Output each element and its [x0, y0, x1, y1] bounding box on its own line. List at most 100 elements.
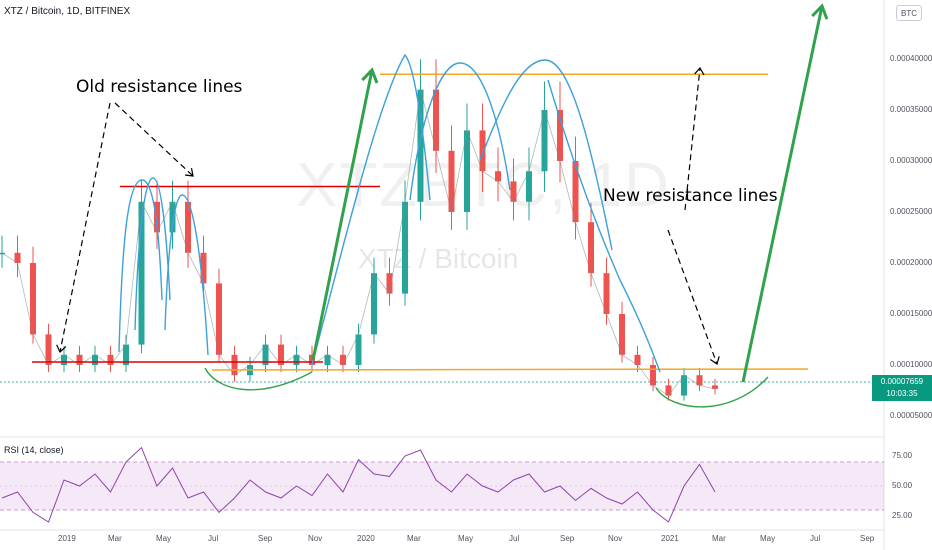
- price-candle: [262, 344, 269, 365]
- price-candle: [278, 344, 284, 365]
- price-tick-label: 0.00030000: [890, 156, 932, 165]
- support-bowl: [655, 376, 769, 408]
- price-candle: [557, 110, 563, 161]
- price-candle: [107, 354, 114, 365]
- chart-title: XTZ / Bitcoin, 1D, BITFINEX: [4, 6, 131, 17]
- annotation-arrow-head: [694, 66, 705, 76]
- price-candle: [665, 385, 672, 396]
- price-candle: [92, 354, 98, 365]
- price-candle: [185, 201, 191, 253]
- annotation-arrow-head: [710, 356, 720, 365]
- current-price: 0.00007659: [880, 377, 924, 386]
- price-candle: [371, 273, 377, 335]
- rsi-tick-label: 75.00: [892, 451, 913, 460]
- pattern-arc: [311, 53, 431, 366]
- pattern-arc: [409, 62, 511, 201]
- price-tick-label: 0.00025000: [890, 207, 932, 216]
- time-tick-label: Nov: [308, 534, 323, 543]
- price-tick-label: 0.00020000: [890, 258, 932, 267]
- time-tick-label: Jul: [810, 534, 821, 543]
- time-tick-label: Sep: [860, 534, 875, 543]
- price-candle: [293, 354, 300, 365]
- price-tick-label: 0.00040000: [890, 54, 932, 63]
- breakout-arrow-head: [361, 67, 379, 84]
- price-candle: [216, 283, 222, 355]
- price-candle: [402, 201, 408, 294]
- price-candle: [572, 161, 579, 223]
- price-candle: [324, 354, 331, 365]
- price-tick-label: 0.00010000: [890, 360, 932, 369]
- price-candle: [495, 171, 501, 182]
- price-candle: [712, 385, 718, 389]
- target-arrow-head: [811, 3, 829, 20]
- price-candle: [231, 354, 238, 376]
- annotation-arrow: [667, 229, 718, 365]
- annotation-arrow: [59, 102, 111, 353]
- price-candle: [696, 375, 703, 386]
- time-tick-label: Jul: [509, 534, 520, 543]
- price-candle: [588, 222, 594, 274]
- price-candle: [650, 365, 656, 386]
- price-candle: [448, 150, 455, 212]
- time-tick-label: 2019: [58, 534, 76, 543]
- time-tick-label: May: [458, 534, 474, 543]
- price-tick-label: 0.00035000: [890, 105, 932, 114]
- price-candle: [200, 252, 207, 284]
- price-candle: [169, 201, 176, 233]
- time-tick-label: Mar: [407, 534, 421, 543]
- time-tick-label: May: [760, 534, 776, 543]
- price-candle: [479, 130, 486, 172]
- price-candle: [541, 110, 548, 172]
- price-candle: [681, 375, 687, 396]
- price-candle: [417, 89, 424, 202]
- price-tick-label: 0.00005000: [890, 411, 932, 420]
- price-candle: [619, 314, 625, 355]
- pattern-arc: [118, 179, 163, 353]
- breakout-arrow: [311, 69, 374, 361]
- price-candle: [510, 181, 517, 202]
- target-arrow: [741, 5, 824, 383]
- watermark-description: XTZ / Bitcoin: [358, 243, 519, 274]
- old-resistance-annotation: Old resistance lines: [76, 77, 243, 97]
- price-candle: [340, 354, 346, 365]
- time-tick-label: Sep: [560, 534, 575, 543]
- price-candle: [464, 130, 470, 212]
- price-candle: [309, 354, 315, 365]
- time-tick-label: 2021: [661, 534, 679, 543]
- annotation-arrow-head: [184, 168, 194, 177]
- currency-badge[interactable]: BTC: [896, 5, 922, 21]
- rsi-tick-label: 25.00: [892, 511, 913, 520]
- annotation-arrow-head: [56, 344, 67, 354]
- price-candle: [30, 263, 36, 335]
- pattern-arc: [134, 177, 171, 331]
- time-tick-label: Mar: [108, 534, 122, 543]
- price-candle: [526, 171, 532, 202]
- price-candle: [138, 201, 145, 345]
- price-candle: [603, 273, 610, 314]
- price-series-line: [1, 89, 716, 397]
- rsi-line: [1, 446, 716, 523]
- annotation-arrow: [684, 67, 701, 211]
- pattern-arc: [547, 79, 661, 373]
- current-price-tag: 0.00007659 10:03:35: [872, 375, 932, 401]
- time-tick-label: May: [156, 534, 172, 543]
- price-candle: [76, 354, 83, 365]
- price-candle: [355, 334, 362, 365]
- price-candle: [433, 89, 439, 151]
- price-candle: [634, 354, 641, 365]
- new-resistance-annotation: New resistance lines: [603, 186, 778, 206]
- price-candle: [61, 354, 67, 365]
- annotation-arrow: [114, 102, 194, 177]
- rsi-tick-label: 50.00: [892, 481, 913, 490]
- price-tick-label: 0.00015000: [890, 309, 932, 318]
- time-tick-label: Jul: [208, 534, 219, 543]
- price-candle: [45, 334, 52, 365]
- bar-countdown: 10:03:35: [886, 389, 918, 398]
- time-tick-label: Sep: [258, 534, 273, 543]
- rsi-title: RSI (14, close): [4, 445, 64, 455]
- support-bowl: [204, 367, 313, 391]
- time-tick-label: Nov: [608, 534, 623, 543]
- price-candle: [386, 273, 393, 294]
- price-candle: [14, 252, 21, 263]
